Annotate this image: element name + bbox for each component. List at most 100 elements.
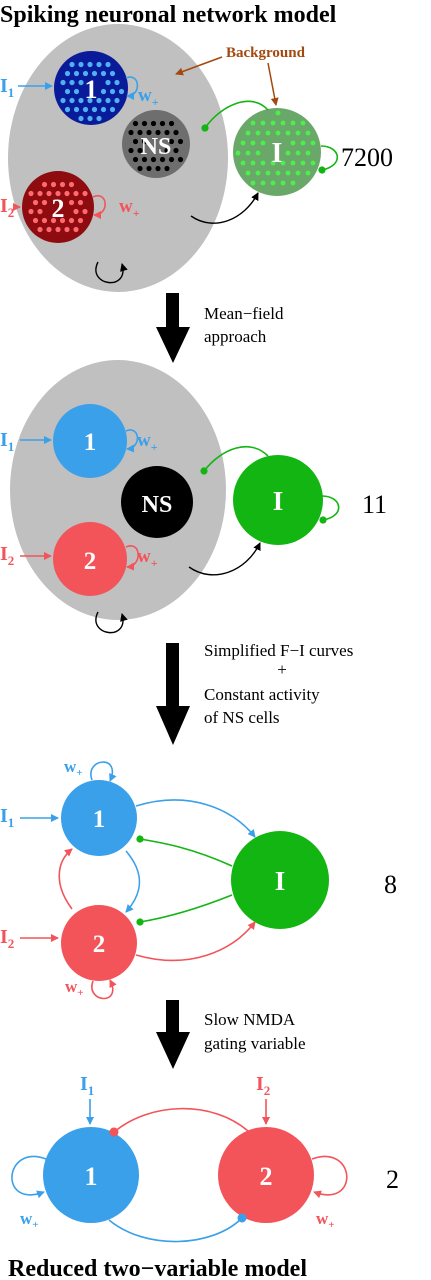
population-1-neuron-dot: [100, 88, 107, 95]
r-population-1-weight-label: w+: [20, 1209, 39, 1231]
population-1-neuron-dot: [69, 97, 75, 104]
inhibitory-neuron-dot: [235, 150, 241, 156]
population-2-neuron-dot: [41, 199, 48, 206]
mf-inhibitory-node: [233, 455, 323, 545]
r-population-2-label: 2: [260, 1162, 273, 1191]
reduction-step-2: Simplified F−I curves + Constant activit…: [156, 641, 353, 745]
inhibitory-neuron-dot: [260, 120, 266, 126]
inhibitory-neuron-dot: [255, 150, 261, 156]
nonselective-neuron-dot: [132, 138, 139, 145]
nonselective-neuron-dot: [137, 129, 143, 136]
nonselective-neuron-dot: [141, 138, 148, 145]
inhibitory-neuron-dot: [310, 160, 316, 166]
background-pool-self-loop: [95, 261, 128, 284]
population-1-neuron-dot: [114, 97, 120, 104]
population-1-neuron-dot: [105, 97, 111, 104]
population-2-neuron-dot: [73, 208, 79, 215]
population-2-weight-label: w+: [119, 196, 140, 220]
inhibitory-neuron-dot: [290, 120, 296, 126]
population-1-neuron-dot: [64, 106, 71, 113]
nonselective-neuron-dot: [137, 147, 143, 154]
inhibitory-neuron-dot: [275, 130, 281, 136]
nonselective-neuron-dot: [141, 120, 148, 127]
s-excitation-2-to-1: [58, 848, 73, 910]
population-1-neuron-dot: [109, 106, 116, 113]
r-population-2-self-excitation: [311, 1155, 348, 1199]
inhibitory-neuron-dot: [250, 140, 256, 146]
inhibitory-neuron-dots: [235, 110, 316, 186]
s-inhibitory-node: [231, 831, 329, 929]
nonselective-neuron-dot: [146, 129, 152, 136]
population-1-self-excitation: [125, 76, 139, 100]
step-2-line-1: Simplified F−I curves: [204, 641, 353, 660]
level4-two-variable: 1 2 I1 I2 w+ w+ 2: [11, 1073, 399, 1243]
nonselective-neuron-dot: [168, 156, 175, 163]
inhibitory-neuron-dot: [295, 170, 301, 176]
s-excitation-1-to-2: [125, 850, 141, 913]
inhibitory-neuron-dot: [280, 120, 286, 126]
population-1-neuron-dot: [87, 115, 93, 122]
mf-nonselective-node: [121, 466, 193, 538]
nonselective-neuron-dot: [128, 147, 134, 154]
population-1-neuron-dot: [60, 79, 66, 86]
mf-population-2-self-excitation: [125, 545, 139, 571]
level4-variable-count: 2: [386, 1165, 399, 1194]
population-2-neuron-dot: [55, 226, 61, 233]
population-1-neuron-dot: [91, 70, 98, 77]
nonselective-neuron-dot: [146, 165, 152, 172]
step-3-line-1: Slow NMDA: [204, 1010, 296, 1029]
step-3-line-2: gating variable: [204, 1034, 306, 1053]
population-1-neuron-dot: [105, 79, 111, 86]
population-2-neuron-dot: [46, 190, 52, 197]
s-population-2-node: [61, 905, 137, 981]
population-1-neuron-dot: [78, 97, 84, 104]
inhibitory-neuron-dot: [305, 130, 311, 136]
population-1-neuron-dot: [96, 97, 102, 104]
step-1-line-2: approach: [204, 327, 267, 346]
population-2-neuron-dot: [73, 226, 79, 233]
r-input-2-label: I2: [256, 1073, 270, 1098]
population-2-neuron-dot: [37, 208, 43, 215]
nonselective-neuron-dot: [177, 138, 184, 145]
population-1-neuron-dot: [69, 61, 75, 68]
mf-population-2-weight-label: w+: [137, 546, 158, 570]
population-1-neuron-dot: [60, 97, 66, 104]
inhibitory-neuron-dot: [285, 130, 291, 136]
s-inhibitory-label: I: [275, 866, 286, 896]
mf-population-1-label: 1: [84, 429, 97, 456]
s-input-1-label: I1: [0, 805, 14, 830]
inhibitory-neuron-dot: [280, 180, 286, 186]
population-1-neuron-dot: [105, 61, 111, 68]
s-excitation-1-to-inhibitory: [135, 799, 256, 838]
inhibitory-neuron-dot: [245, 130, 251, 136]
mf-input-1-label: I1: [0, 429, 14, 454]
population-1-neuron-dot: [78, 79, 84, 86]
inhibitory-neuron-dot: [245, 150, 251, 156]
step-1-line-1: Mean−field: [204, 304, 284, 323]
population-1-neuron-dot: [82, 70, 89, 77]
inhibitory-neuron-dot: [290, 140, 296, 146]
inhibitory-neuron-dot: [255, 170, 261, 176]
nonselective-neuron-dot: [164, 165, 170, 172]
population-2-neuron-dot: [32, 199, 39, 206]
s-input-2-label: I2: [0, 926, 14, 951]
population-1-label: 1: [85, 75, 98, 104]
population-1-neuron-dot: [100, 70, 107, 77]
inhibitory-neuron-dot: [285, 150, 291, 156]
inhibitory-neuron-dot: [295, 150, 301, 156]
population-1-neuron-dot: [114, 79, 120, 86]
population-1-neuron-dot: [73, 70, 80, 77]
mf-input-2-label: I2: [0, 543, 14, 568]
population-2-neuron-dot: [68, 181, 75, 188]
step-2-line-2: +: [277, 660, 287, 679]
r-inhibition-2-to-1: [109, 1107, 249, 1137]
mf-inhibition-to-excitatory: [200, 446, 269, 475]
population-1-neuron-dot: [91, 106, 98, 113]
population-1-neuron-dot: [69, 79, 75, 86]
r-population-2-node: [218, 1127, 314, 1223]
population-1-neuron-dot: [87, 61, 93, 68]
inhibitory-neuron-dot: [275, 170, 281, 176]
r-population-1-self-excitation: [11, 1155, 47, 1199]
population-1-neuron-dot: [64, 88, 71, 95]
